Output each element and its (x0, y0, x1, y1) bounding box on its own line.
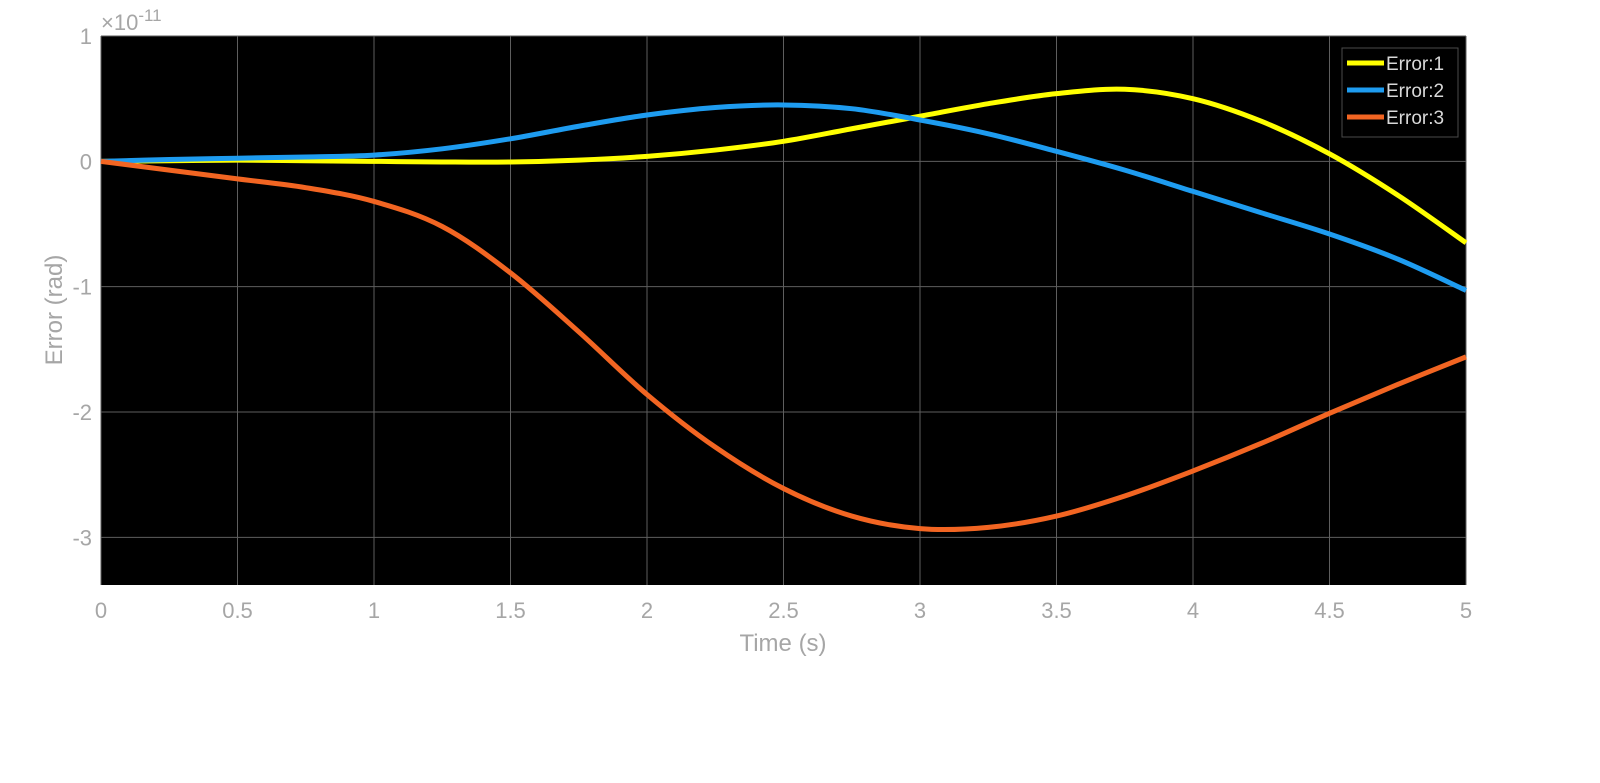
grid (100, 35, 1467, 585)
y-axis-label: Error (rad) (41, 255, 68, 366)
series-line-error-1 (100, 86, 1468, 245)
x-tick-label: 4 (1187, 598, 1199, 623)
x-tick-label: 1.5 (495, 598, 526, 623)
x-tick-label: 3.5 (1041, 598, 1072, 623)
legend-label: Error:3 (1386, 108, 1444, 129)
exponent-power: -11 (138, 6, 161, 25)
x-axis-label: Time (s) (739, 630, 826, 657)
x-tick-label: 2 (641, 598, 653, 623)
y-tick-label: -3 (72, 525, 92, 550)
y-tick-label: -1 (72, 275, 92, 300)
exponent-label: ×10-11 (101, 6, 162, 35)
series-line-error-2 (100, 102, 1468, 293)
y-tick-label: 1 (80, 24, 92, 49)
x-tick-label: 1 (368, 598, 380, 623)
x-tick-label: 0 (95, 598, 107, 623)
y-tick-label: -2 (72, 400, 92, 425)
x-tick-label: 2.5 (768, 598, 799, 623)
y-tick-labels: 1 0 -1 -2 -3 (72, 24, 92, 550)
series-line-error-3 (100, 158, 1467, 533)
y-tick-label: 0 (80, 149, 92, 174)
exponent-base: ×10 (101, 10, 138, 35)
x-tick-label: 5 (1460, 598, 1472, 623)
series-lines (100, 86, 1468, 533)
x-tick-label: 3 (914, 598, 926, 623)
x-tick-labels: 0 0.5 1 1.5 2 2.5 3 3.5 4 4.5 5 (95, 598, 1472, 623)
legend: Error:1 Error:2 Error:3 (1341, 47, 1459, 138)
x-tick-label: 0.5 (222, 598, 253, 623)
x-tick-label: 4.5 (1314, 598, 1345, 623)
legend-label: Error:2 (1386, 81, 1444, 102)
legend-label: Error:1 (1386, 54, 1444, 75)
